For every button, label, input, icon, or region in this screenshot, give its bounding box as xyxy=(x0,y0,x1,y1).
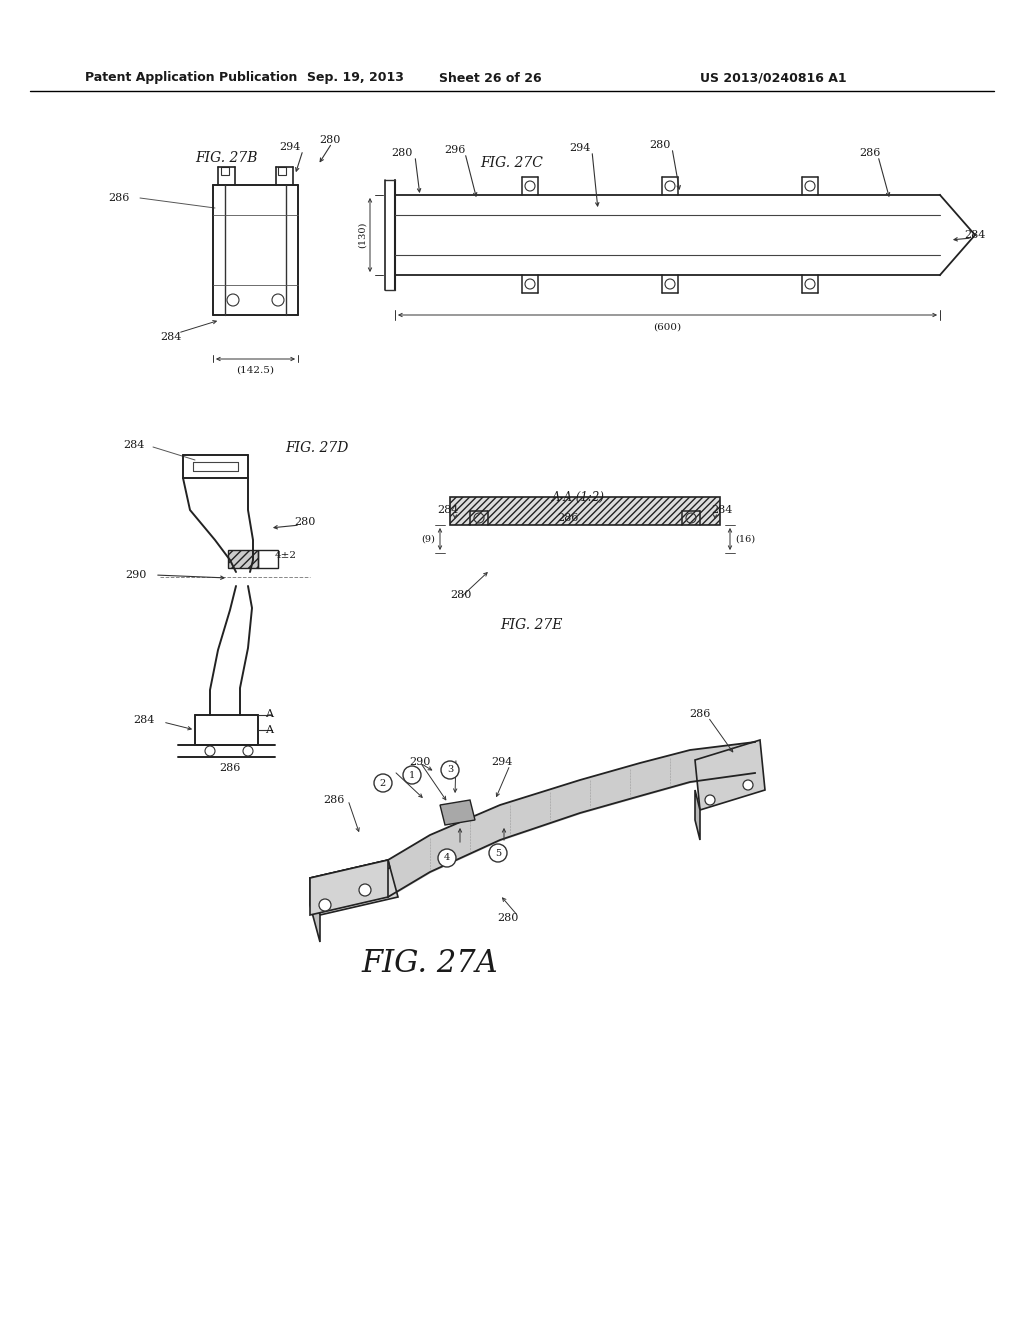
Text: 286: 286 xyxy=(557,513,579,523)
Bar xyxy=(258,550,278,568)
Polygon shape xyxy=(695,789,700,840)
Text: FIG. 27A: FIG. 27A xyxy=(361,948,499,978)
Text: 286: 286 xyxy=(689,709,711,719)
Text: (9): (9) xyxy=(421,535,435,544)
Bar xyxy=(450,498,720,525)
Circle shape xyxy=(374,774,392,792)
Text: 280: 280 xyxy=(450,590,471,601)
Text: 280: 280 xyxy=(498,913,519,923)
Text: 284: 284 xyxy=(437,506,459,515)
Text: 280: 280 xyxy=(391,148,413,158)
Circle shape xyxy=(489,843,507,862)
Text: 4: 4 xyxy=(443,854,451,862)
Text: 280: 280 xyxy=(649,140,671,150)
Text: 1: 1 xyxy=(409,770,416,780)
Text: FIG. 27B: FIG. 27B xyxy=(195,150,257,165)
Text: (130): (130) xyxy=(357,222,367,248)
Text: 284: 284 xyxy=(965,230,986,240)
Text: 2: 2 xyxy=(380,777,387,787)
Text: (16): (16) xyxy=(735,535,755,544)
Text: 284: 284 xyxy=(124,440,145,450)
Polygon shape xyxy=(310,878,319,942)
Text: 284: 284 xyxy=(133,715,155,725)
Text: Patent Application Publication: Patent Application Publication xyxy=(85,71,297,84)
Circle shape xyxy=(441,762,459,779)
Polygon shape xyxy=(695,741,765,810)
Text: 3: 3 xyxy=(446,766,454,775)
Text: Sep. 19, 2013: Sep. 19, 2013 xyxy=(306,71,403,84)
Text: 290: 290 xyxy=(410,756,431,767)
Text: 294: 294 xyxy=(492,756,513,767)
Text: (142.5): (142.5) xyxy=(237,366,274,375)
Text: FIG. 27D: FIG. 27D xyxy=(285,441,348,455)
Circle shape xyxy=(705,795,715,805)
Text: FIG. 27C: FIG. 27C xyxy=(480,156,543,170)
Text: 286: 286 xyxy=(219,763,241,774)
Text: 286: 286 xyxy=(859,148,881,158)
Bar xyxy=(221,168,229,176)
Text: (600): (600) xyxy=(653,322,682,331)
Circle shape xyxy=(403,766,421,784)
Circle shape xyxy=(743,780,753,789)
Text: 2: 2 xyxy=(380,779,386,788)
Text: A-A (1:2): A-A (1:2) xyxy=(552,491,604,503)
Text: 280: 280 xyxy=(294,517,315,527)
Text: 3: 3 xyxy=(446,766,454,775)
Circle shape xyxy=(438,849,456,867)
Text: 5: 5 xyxy=(495,850,502,861)
Text: 286: 286 xyxy=(109,193,130,203)
Text: 284: 284 xyxy=(712,506,733,515)
Text: Sheet 26 of 26: Sheet 26 of 26 xyxy=(438,71,542,84)
Text: US 2013/0240816 A1: US 2013/0240816 A1 xyxy=(700,71,847,84)
Text: 284: 284 xyxy=(160,333,181,342)
Text: 296: 296 xyxy=(444,145,466,154)
Text: 280: 280 xyxy=(319,135,341,145)
Text: 290: 290 xyxy=(126,570,147,579)
Polygon shape xyxy=(440,800,475,825)
Text: FIG. 27E: FIG. 27E xyxy=(500,618,562,632)
Text: 294: 294 xyxy=(280,143,301,152)
Circle shape xyxy=(359,884,371,896)
Text: A: A xyxy=(265,709,273,719)
Text: 4±2: 4±2 xyxy=(275,552,297,561)
Text: 294: 294 xyxy=(569,143,591,153)
Text: A: A xyxy=(265,725,273,735)
Text: 1: 1 xyxy=(409,771,415,780)
Text: 5: 5 xyxy=(495,849,501,858)
Text: 286: 286 xyxy=(324,795,345,805)
Bar xyxy=(278,168,286,176)
Circle shape xyxy=(319,899,331,911)
Polygon shape xyxy=(310,861,390,886)
Polygon shape xyxy=(310,861,398,915)
Bar xyxy=(228,550,258,568)
Polygon shape xyxy=(310,861,388,915)
Text: 4: 4 xyxy=(443,855,451,865)
